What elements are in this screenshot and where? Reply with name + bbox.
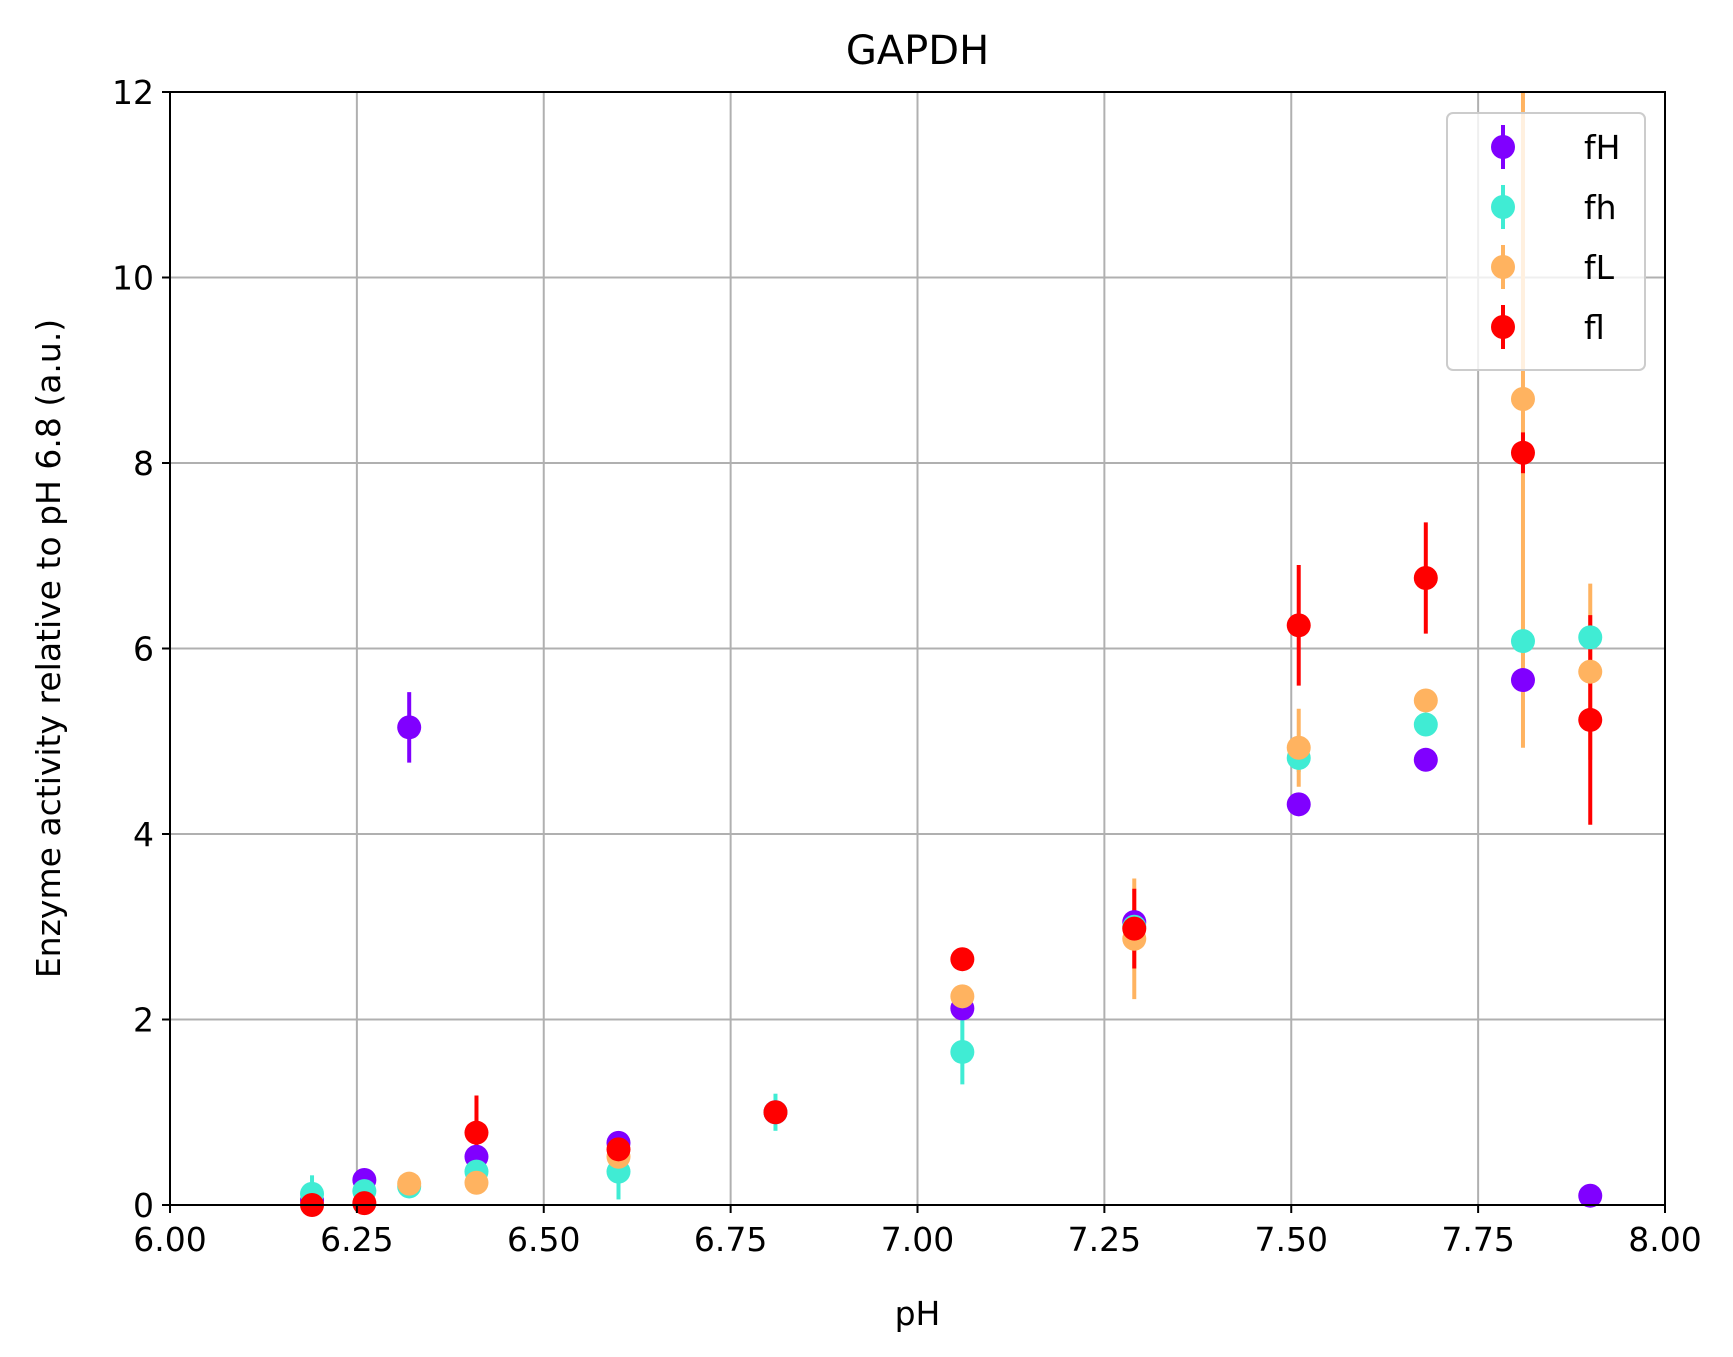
data-point xyxy=(1286,613,1311,638)
data-points xyxy=(300,387,1603,1217)
data-point xyxy=(1413,747,1438,772)
data-point xyxy=(1578,707,1603,732)
legend-entry: fh xyxy=(1491,185,1617,229)
x-tick-label: 6.75 xyxy=(694,1220,767,1259)
legend-marker xyxy=(1491,135,1515,159)
series-fh-error-bars xyxy=(310,627,1593,1205)
x-tick-label: 8.00 xyxy=(1628,1220,1701,1259)
data-point xyxy=(950,1039,975,1064)
data-point xyxy=(1286,735,1311,760)
legend-label: fh xyxy=(1584,188,1617,227)
series-fh-points xyxy=(300,625,1603,1206)
y-tick-label: 10 xyxy=(112,259,154,298)
y-tick-label: 6 xyxy=(133,630,154,669)
series-fl-error-bars xyxy=(310,432,1593,1205)
y-tick-label: 4 xyxy=(133,815,154,854)
x-tick-label: 6.50 xyxy=(507,1220,580,1259)
legend-entry: fH xyxy=(1491,125,1620,169)
series-fL-error-bars xyxy=(407,92,1593,1189)
data-point xyxy=(1413,566,1438,591)
y-tick-label: 8 xyxy=(133,444,154,483)
series-fL-points xyxy=(397,387,1603,1196)
y-tick-label: 0 xyxy=(133,1186,154,1225)
legend-marker xyxy=(1491,255,1515,279)
grid xyxy=(169,91,1666,1206)
legend-label: fl xyxy=(1584,308,1605,347)
y-tick-label: 2 xyxy=(133,1001,154,1040)
data-point xyxy=(397,1171,422,1196)
data-point xyxy=(1413,688,1438,713)
legend-entry: fL xyxy=(1491,245,1615,289)
series-fl-points xyxy=(300,440,1603,1217)
series-fH-points xyxy=(300,668,1603,1213)
legend: fH fh fL fl xyxy=(1446,112,1646,371)
x-tick-label: 7.25 xyxy=(1068,1220,1141,1259)
data-point xyxy=(464,1120,489,1145)
data-point xyxy=(352,1191,377,1216)
y-tick-label: 12 xyxy=(112,73,154,112)
data-point xyxy=(1578,1183,1603,1208)
data-point xyxy=(1510,629,1535,654)
data-point xyxy=(1510,440,1535,465)
data-point xyxy=(1510,668,1535,693)
data-point xyxy=(397,715,422,740)
legend-marker xyxy=(1491,315,1515,339)
x-tick-label: 6.25 xyxy=(320,1220,393,1259)
y-axis-label: Enzyme activity relative to pH 6.8 (a.u.… xyxy=(29,319,68,978)
legend-frame xyxy=(1446,112,1646,371)
data-point xyxy=(1413,712,1438,737)
series-fH-error-bars xyxy=(310,670,1593,1205)
data-point xyxy=(1510,387,1535,412)
chart-title: GAPDH xyxy=(846,28,989,74)
legend-label: fH xyxy=(1584,128,1620,167)
x-tick-label: 6.00 xyxy=(133,1220,206,1259)
data-point xyxy=(1286,792,1311,817)
data-point xyxy=(1122,916,1147,941)
x-tick-label: 7.00 xyxy=(881,1220,954,1259)
data-point xyxy=(950,984,975,1009)
axis-ticks: 6.00 6.25 6.50 6.75 7.00 7.25 7.50 7.75 8.00 0 2 4 6… xyxy=(112,73,1702,1259)
data-point xyxy=(1578,625,1603,650)
data-point xyxy=(763,1100,788,1125)
x-tick-label: 7.50 xyxy=(1255,1220,1328,1259)
legend-entry: fl xyxy=(1491,305,1605,349)
x-axis-label: pH xyxy=(895,1294,941,1333)
data-point xyxy=(606,1137,631,1162)
data-point xyxy=(1578,659,1603,684)
data-point xyxy=(950,947,975,972)
data-point xyxy=(464,1170,489,1195)
legend-marker xyxy=(1491,195,1515,219)
legend-label: fL xyxy=(1584,248,1615,287)
x-tick-label: 7.75 xyxy=(1441,1220,1514,1259)
